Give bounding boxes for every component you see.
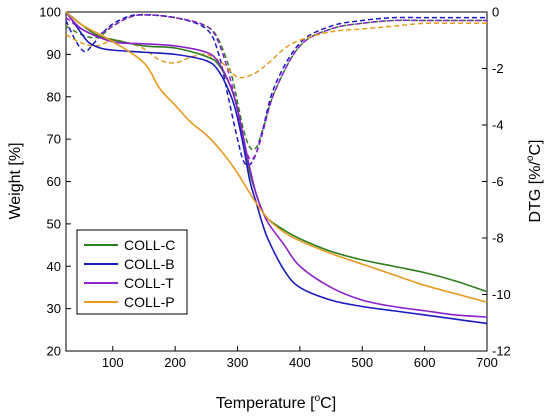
dtg-line-coll-b (65, 13, 487, 167)
y-right-axis-title-main: DTG [%/ (527, 161, 544, 223)
y-right-axis-title-sup: o (525, 155, 536, 161)
y-right-tick-label: -6 (492, 174, 504, 189)
y-left-tick-label: 40 (47, 259, 61, 274)
y-left-tick-label: 60 (47, 174, 61, 189)
dtg-line-coll-p (65, 22, 487, 79)
y-left-tick-label: 80 (47, 89, 61, 104)
weight-line-coll-p (65, 11, 488, 304)
x-tick-label: 700 (476, 355, 498, 370)
x-tick-label: 400 (289, 355, 311, 370)
y-left-tick-label: 70 (47, 132, 61, 147)
x-tick-label: 500 (351, 355, 373, 370)
y-right-tick-label: -12 (492, 344, 511, 359)
x-tick-label: 600 (414, 355, 436, 370)
y-left-tick-label: 90 (47, 47, 61, 62)
legend: COLL-C COLL-B COLL-T COLL-P (76, 229, 188, 315)
dtg-line-coll-t (65, 14, 487, 161)
legend-label-coll-b: COLL-B (124, 256, 175, 272)
weight-line-coll-c (65, 11, 488, 293)
x-axis-title-sup: o (315, 393, 321, 404)
y-right-tick-label: -8 (492, 231, 504, 246)
y-left-tick-label: 50 (47, 216, 61, 231)
y-left-tick-label: 20 (47, 344, 61, 359)
y-right-tick-label: -4 (492, 118, 504, 133)
weight-line-coll-t (65, 11, 488, 318)
y-right-axis-title-tail: C] (527, 140, 544, 156)
weight-series-group (65, 11, 488, 325)
dtg-series-group (65, 13, 487, 167)
y-left-tick-label: 30 (47, 301, 61, 316)
y-left-axis-title: Weight [%] (7, 142, 24, 219)
x-tick-label: 200 (164, 355, 186, 370)
x-axis-title-tail: C] (320, 395, 336, 412)
y-right-tick-label: 0 (492, 5, 499, 20)
x-tick-label: 100 (102, 355, 124, 370)
legend-label-coll-t: COLL-T (124, 275, 174, 291)
y-left-tick-label: 100 (39, 5, 61, 20)
x-tick-label: 300 (227, 355, 249, 370)
legend-label-coll-c: COLL-C (124, 237, 175, 253)
x-ticks: 100 200 300 400 500 600 700 (102, 346, 498, 370)
legend-label-coll-p: COLL-P (124, 294, 175, 310)
x-axis-title: Temperature [oC] (216, 393, 336, 412)
x-axis-title-main: Temperature [ (216, 395, 315, 412)
y-right-ticks: -12 -10 -8 -6 -4 -2 0 (482, 5, 511, 359)
y-right-tick-label: -2 (492, 61, 504, 76)
y-right-tick-label: -10 (492, 287, 511, 302)
y-right-axis-title: DTG [%/oC] (525, 140, 544, 223)
weight-line-coll-b (65, 11, 488, 325)
